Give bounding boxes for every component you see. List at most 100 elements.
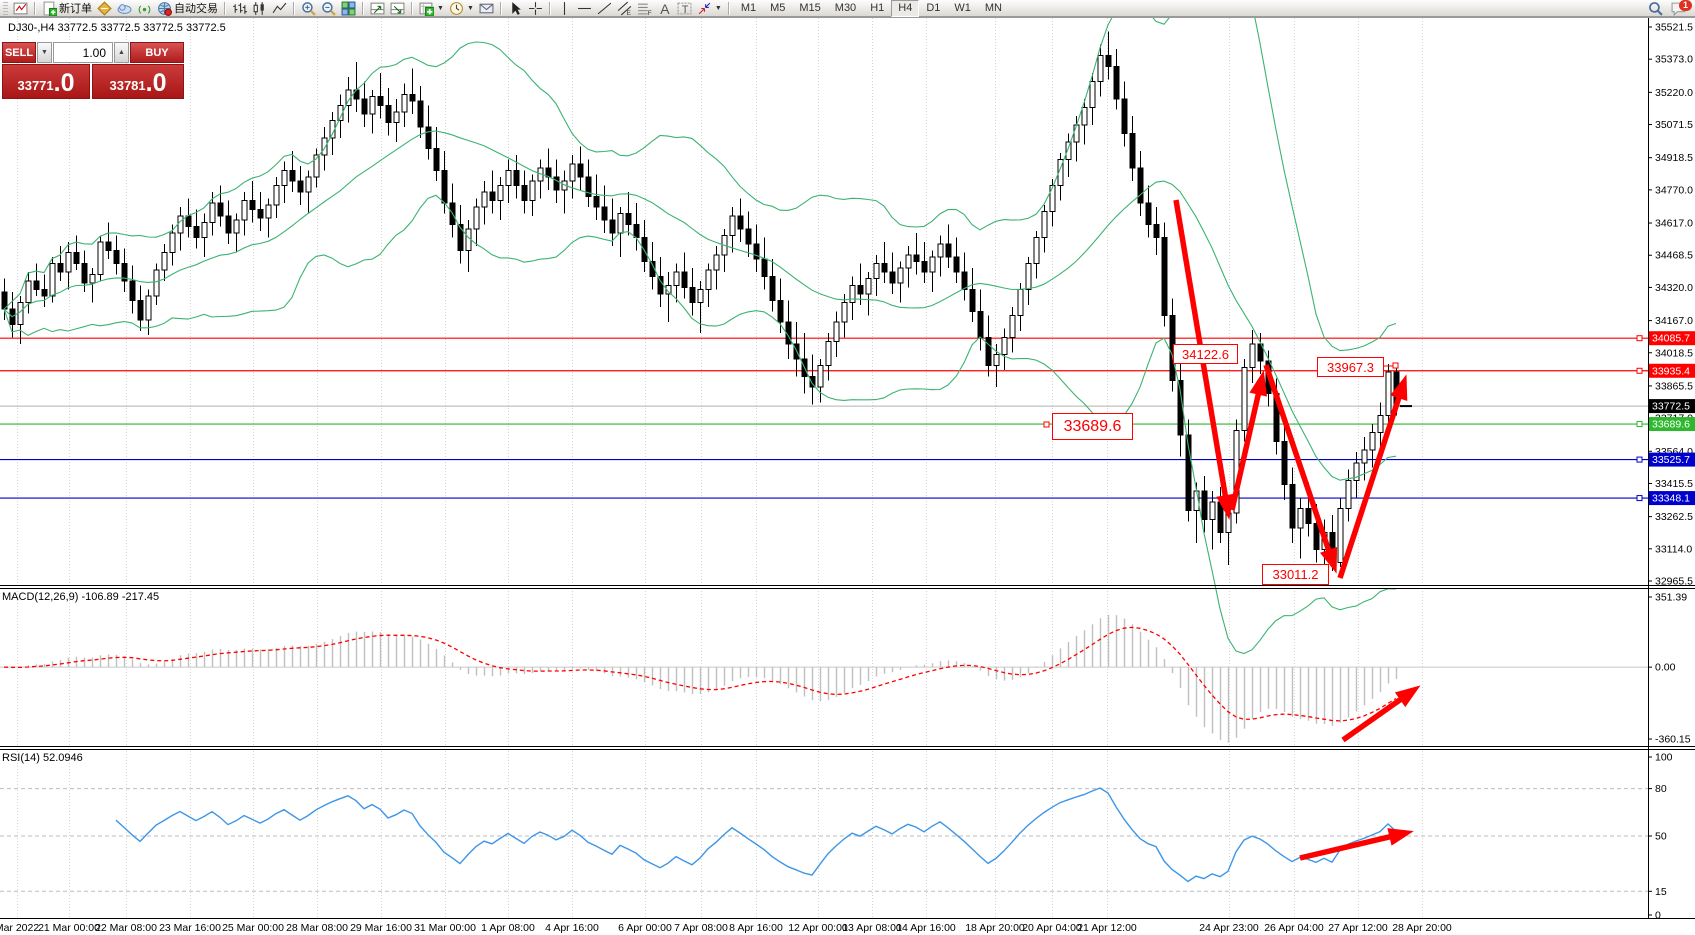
svg-text:14 Apr 16:00: 14 Apr 16:00: [896, 922, 956, 934]
line-chart-icon[interactable]: [270, 1, 289, 16]
macd-label: MACD(12,26,9) -106.89 -217.45: [2, 591, 160, 603]
svg-text:50: 50: [1655, 831, 1667, 843]
svg-text:F: F: [648, 9, 652, 15]
svg-text:-360.15: -360.15: [1655, 734, 1691, 746]
svg-text:34018.5: 34018.5: [1655, 347, 1693, 359]
zoom-out-icon[interactable]: [319, 1, 338, 16]
svg-text:21 Mar 00:00: 21 Mar 00:00: [38, 922, 100, 934]
buy-button[interactable]: BUY: [130, 42, 184, 63]
add-indicator-button[interactable]: ▼: [417, 1, 446, 16]
sell-price-small: 33771: [17, 78, 54, 93]
trendline-tool-icon[interactable]: [595, 1, 614, 16]
svg-text:26 Apr 04:00: 26 Apr 04:00: [1264, 922, 1324, 934]
horizontal-level-lines[interactable]: [0, 335, 1648, 502]
vertical-line-tool-icon[interactable]: [555, 1, 574, 16]
new-order-icon: [42, 1, 57, 16]
separator: [727, 1, 730, 15]
buy-price-big: .0: [145, 69, 167, 97]
svg-text:21 Apr 12:00: 21 Apr 12:00: [1077, 922, 1137, 934]
auto-scroll-icon[interactable]: [368, 1, 387, 16]
svg-text:Mar 2022: Mar 2022: [0, 922, 39, 934]
svg-text:33525.7: 33525.7: [1652, 454, 1690, 466]
timeframe-m30[interactable]: M30: [834, 1, 857, 14]
toolbar-grip[interactable]: [3, 1, 8, 15]
timeframe-h4[interactable]: H4: [891, 0, 920, 17]
timeframe-mn[interactable]: MN: [984, 1, 1002, 14]
price-annotation-label[interactable]: 33967.3: [1317, 357, 1384, 377]
svg-text:34320.0: 34320.0: [1655, 282, 1693, 294]
svg-text:351.39: 351.39: [1655, 592, 1687, 604]
candlestick-chart-icon[interactable]: [250, 1, 269, 16]
svg-text:4 Apr 16:00: 4 Apr 16:00: [545, 922, 599, 934]
svg-text:28 Mar 08:00: 28 Mar 08:00: [286, 922, 348, 934]
separator: [34, 1, 36, 15]
depth-of-market-icon[interactable]: [95, 0, 114, 16]
sell-button[interactable]: SELL: [2, 42, 36, 63]
volume-down-button[interactable]: ▼: [37, 42, 52, 63]
signal-icon[interactable]: [135, 1, 154, 16]
svg-text:33262.5: 33262.5: [1655, 511, 1693, 523]
svg-text:18 Apr 20:00: 18 Apr 20:00: [965, 922, 1025, 934]
svg-text:T: T: [682, 3, 689, 15]
tile-windows-icon[interactable]: [339, 1, 358, 16]
timeframe-m15[interactable]: M15: [799, 1, 821, 14]
buy-price[interactable]: 33781.0: [92, 64, 184, 99]
arrows-tool-button[interactable]: ▼: [695, 1, 724, 16]
bar-chart-icon[interactable]: [230, 1, 249, 16]
separator: [548, 1, 551, 15]
search-icon[interactable]: [1646, 1, 1665, 16]
svg-text:8 Apr 16:00: 8 Apr 16:00: [729, 922, 783, 934]
svg-text:24 Apr 23:00: 24 Apr 23:00: [1199, 922, 1259, 934]
timeframe-h1[interactable]: H1: [870, 1, 885, 14]
separator: [224, 1, 226, 15]
chat-button[interactable]: 1: [1671, 0, 1692, 16]
svg-text:33348.1: 33348.1: [1652, 493, 1690, 505]
zoom-in-icon[interactable]: [299, 1, 318, 16]
mobile-app-icon[interactable]: [115, 1, 134, 16]
price-annotation-label[interactable]: 33011.2: [1262, 564, 1329, 585]
notification-badge: 1: [1679, 0, 1692, 11]
text-tool-icon[interactable]: A: [655, 1, 674, 16]
separator: [293, 1, 295, 15]
symbol-info-line: DJ30-,H4 33772.5 33772.5 33772.5 33772.5: [8, 22, 226, 34]
crosshair-tool-icon[interactable]: [526, 1, 545, 16]
volume-input[interactable]: 1.00: [53, 42, 113, 63]
fibonacci-tool-icon[interactable]: F: [635, 1, 654, 16]
volume-up-button[interactable]: ▲: [114, 42, 129, 63]
autotrade-button[interactable]: 自动交易: [155, 1, 220, 16]
svg-text:35521.5: 35521.5: [1655, 22, 1693, 34]
channel-tool-icon[interactable]: E: [615, 1, 634, 16]
autotrade-icon: [157, 1, 172, 16]
new-order-button[interactable]: 新订单: [40, 1, 94, 16]
svg-text:33865.5: 33865.5: [1655, 380, 1693, 392]
horizontal-line-tool-icon[interactable]: [575, 1, 594, 16]
svg-text:35373.0: 35373.0: [1655, 54, 1693, 66]
svg-text:33689.6: 33689.6: [1652, 419, 1690, 431]
chart-shift-icon[interactable]: [388, 1, 407, 16]
buy-price-small: 33781: [109, 78, 146, 93]
rsi-label: RSI(14) 52.0946: [2, 752, 83, 764]
svg-text:0: 0: [1655, 910, 1661, 922]
svg-text:15: 15: [1655, 886, 1667, 898]
candlesticks: [1, 31, 1400, 572]
new-chart-icon[interactable]: [11, 1, 30, 16]
templates-icon[interactable]: [477, 1, 496, 16]
separator: [499, 1, 502, 15]
label-tool-icon[interactable]: T: [675, 1, 694, 16]
timeframe-m1[interactable]: M1: [740, 1, 757, 14]
svg-text:A: A: [660, 1, 670, 16]
price-axis: 35521.5 35373.0 35220.0 35071.5 34918.5 34770…: [1648, 22, 1695, 922]
price-annotation-label[interactable]: 34122.6: [1173, 344, 1238, 364]
timeframe-d1[interactable]: D1: [926, 1, 941, 14]
svg-text:22 Mar 08:00: 22 Mar 08:00: [95, 922, 157, 934]
price-annotation-label[interactable]: 33689.6: [1052, 413, 1133, 440]
svg-text:27 Apr 12:00: 27 Apr 12:00: [1328, 922, 1388, 934]
sell-price[interactable]: 33771.0: [2, 64, 90, 99]
timeframe-m5[interactable]: M5: [770, 1, 786, 14]
cursor-tool-icon[interactable]: [506, 1, 525, 16]
period-clock-button[interactable]: ▼: [447, 1, 476, 16]
timeframe-w1[interactable]: W1: [954, 1, 971, 14]
svg-text:33415.5: 33415.5: [1655, 478, 1693, 490]
